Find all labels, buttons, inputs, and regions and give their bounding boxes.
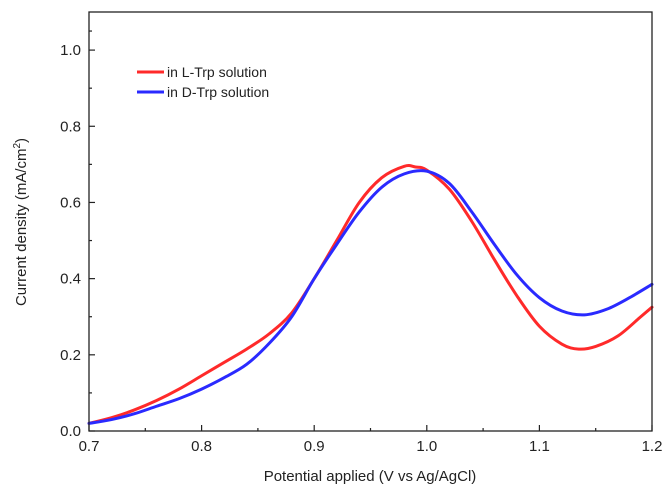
y-axis-title: Current density (mA/cm2) [12,138,30,306]
x-tick-label: 0.7 [79,438,100,455]
plot-area: 0.7 0.8 0.9 1.0 1.1 1.2 0.0 0.2 0.4 0.6 0.8 1.0 [60,11,663,455]
x-tick-label: 0.9 [304,438,325,455]
series-layer [87,164,654,425]
x-tick-label: 1.0 [416,438,437,455]
legend-label-l-trp: in L-Trp solution [167,64,267,80]
x-axis-title: Potential applied (V vs Ag/AgCl) [264,468,477,485]
x-tick-label: 1.2 [642,438,663,455]
x-axis: 0.7 0.8 0.9 1.0 1.1 1.2 [79,425,663,455]
x-tick-label: 1.1 [529,438,550,455]
series-line-l-trp [87,164,654,425]
y-tick-label: 1.0 [60,42,81,59]
y-axis-title-superscript: 2 [12,143,23,149]
y-tick-label: 0.4 [60,271,81,288]
x-tick-label: 0.8 [191,438,212,455]
y-tick-label: 0.8 [60,118,81,135]
y-axis: 0.0 0.2 0.4 0.6 0.8 1.0 [60,30,95,440]
y-tick-label: 0.2 [60,347,81,364]
y-tick-label: 0.6 [60,194,81,211]
series-line-d-trp [87,169,654,425]
legend-label-d-trp: in D-Trp solution [167,84,269,100]
y-tick-label: 0.0 [60,423,81,440]
legend: in L-Trp solution in D-Trp solution [137,64,269,100]
y-axis-title-main: Current density (mA/cm [13,149,30,307]
y-axis-title-suffix: ) [13,138,30,143]
